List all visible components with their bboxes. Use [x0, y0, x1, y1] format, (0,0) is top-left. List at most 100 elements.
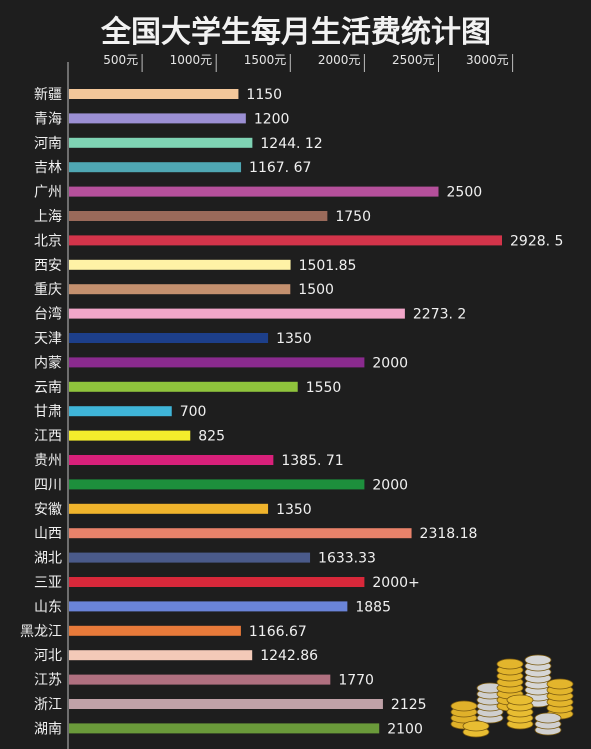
category-label: 四川	[34, 477, 62, 493]
category-label: 重庆	[34, 282, 62, 298]
bar-row: 吉林 1167. 67	[34, 160, 311, 176]
value-label: 1500	[298, 282, 334, 298]
category-label: 台湾	[34, 306, 62, 323]
category-label: 天津	[34, 331, 62, 347]
bar-row: 安徽 1350	[34, 502, 312, 518]
category-label: 新疆	[34, 87, 62, 103]
coin-stack	[506, 694, 534, 730]
category-label: 浙江	[34, 697, 62, 713]
x-tick-label: 2500元	[392, 53, 435, 67]
bar-row: 天津 1350	[34, 331, 312, 347]
bar	[69, 577, 365, 587]
bar	[69, 357, 365, 368]
value-label: 1200	[254, 111, 290, 127]
category-label: 西安	[34, 258, 62, 274]
value-label: 1350	[276, 502, 312, 518]
bar	[69, 162, 242, 173]
value-label: 1385. 71	[281, 453, 343, 469]
bar	[69, 89, 239, 99]
bar-row: 四川 2000	[34, 477, 408, 493]
value-label: 700	[180, 404, 207, 420]
x-tick-label: 1500元	[244, 53, 287, 67]
value-label: 1167. 67	[249, 160, 311, 176]
bar	[69, 650, 253, 661]
coin	[546, 678, 574, 690]
bar	[69, 186, 439, 197]
category-label: 湖南	[34, 721, 62, 737]
value-label: 1166.67	[249, 624, 307, 640]
category-label: 云南	[34, 380, 62, 396]
bar	[69, 552, 311, 563]
bar	[69, 479, 365, 490]
value-label: 2273. 2	[413, 307, 466, 323]
category-label: 安徽	[34, 502, 62, 518]
category-label: 广州	[34, 185, 62, 201]
value-label: 2000+	[372, 575, 419, 591]
category-label: 北京	[34, 233, 62, 249]
category-label: 贵州	[34, 453, 62, 469]
bar	[69, 699, 383, 709]
value-label: 2928. 5	[510, 233, 563, 249]
category-label: 吉林	[34, 160, 62, 176]
category-label: 青海	[34, 111, 62, 127]
bar-row: 湖北 1633.33	[34, 551, 376, 567]
x-tick-label: 2000元	[318, 53, 361, 67]
value-label: 1750	[335, 209, 371, 225]
bar	[69, 430, 191, 441]
category-label: 内蒙	[34, 355, 62, 371]
bars-layer: 新疆 1150 青海 1200 河南 1244. 12 吉林 1167. 67 广州 2500 上海…	[20, 87, 563, 737]
bar-row: 山西 2318.18	[34, 526, 477, 542]
coin	[450, 700, 478, 712]
bar	[69, 308, 405, 319]
coin	[534, 712, 562, 724]
bar	[69, 406, 172, 417]
category-label: 三亚	[34, 575, 62, 591]
bar	[69, 381, 298, 392]
value-label: 1150	[246, 87, 282, 103]
bar	[69, 503, 269, 514]
bar	[69, 601, 348, 612]
coin-stack	[534, 712, 562, 736]
coin	[524, 654, 552, 666]
value-label: 2000	[372, 355, 408, 371]
bar	[69, 528, 412, 539]
category-label: 上海	[34, 209, 62, 225]
bar-row: 上海 1750	[34, 209, 371, 225]
value-label: 1770	[338, 673, 374, 689]
value-label: 1501.85	[299, 258, 357, 274]
bar-row: 云南 1550	[34, 380, 341, 396]
bar	[69, 284, 291, 295]
category-label: 甘肃	[34, 404, 62, 420]
bar	[69, 211, 328, 221]
bar-row: 台湾 2273. 2	[34, 306, 466, 323]
value-label: 1350	[276, 331, 312, 347]
bar	[69, 235, 503, 246]
category-label: 河北	[34, 648, 62, 664]
bar-row: 青海 1200	[34, 111, 289, 127]
coin	[496, 658, 524, 670]
value-label: 2125	[391, 697, 427, 713]
bar	[69, 723, 380, 734]
bar	[69, 674, 331, 685]
value-label: 1633.33	[318, 551, 376, 567]
value-label: 2318.18	[420, 526, 478, 542]
bar	[69, 455, 274, 465]
chart-title: 全国大学生每月生活费统计图	[100, 15, 491, 50]
category-label: 江西	[34, 429, 62, 445]
value-label: 825	[198, 429, 225, 445]
category-label: 山东	[34, 599, 62, 615]
bar-row: 湖南 2100	[34, 721, 423, 737]
coin	[462, 720, 490, 732]
bar-row: 甘肃 700	[34, 404, 206, 420]
bar-row: 内蒙 2000	[34, 355, 408, 371]
bar-row: 江苏 1770	[34, 673, 374, 689]
bar	[69, 113, 246, 124]
bar-row: 重庆 1500	[34, 282, 334, 298]
category-label: 河南	[34, 136, 62, 152]
category-label: 江苏	[34, 673, 62, 689]
bar-row: 山东 1885	[34, 599, 391, 615]
x-tick-label: 1000元	[170, 53, 213, 67]
coin-stack	[462, 720, 490, 738]
value-label: 1244. 12	[260, 136, 322, 152]
